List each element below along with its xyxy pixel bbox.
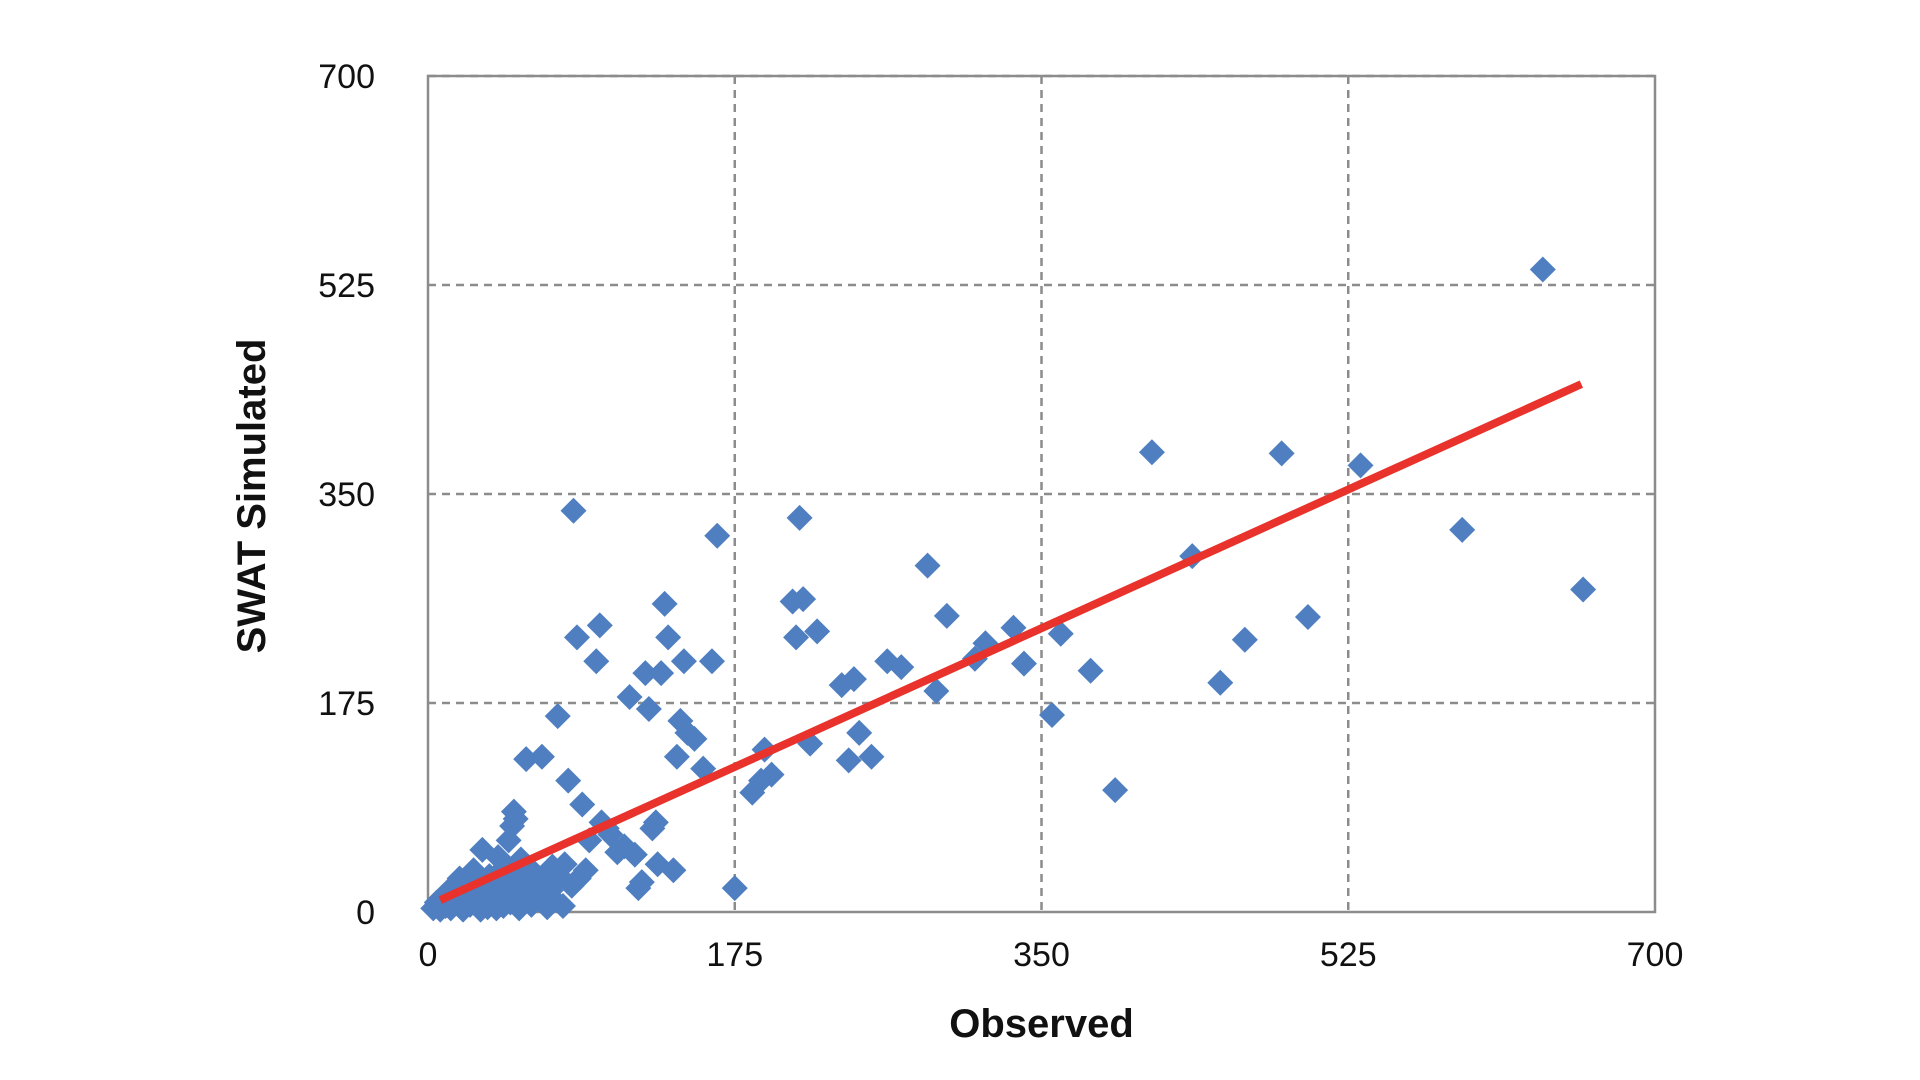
data-point xyxy=(663,743,690,770)
data-point xyxy=(1010,650,1037,677)
data-point xyxy=(1207,669,1234,696)
data-point xyxy=(648,660,675,687)
data-point xyxy=(835,747,862,774)
data-point xyxy=(858,743,885,770)
data-point xyxy=(616,684,643,711)
trendline xyxy=(438,380,1584,904)
data-point xyxy=(721,875,748,902)
data-point xyxy=(635,695,662,722)
data-point xyxy=(549,893,576,920)
x-tick-label: 175 xyxy=(706,936,763,974)
data-point xyxy=(704,522,731,549)
data-point xyxy=(655,624,682,651)
data-point xyxy=(846,719,873,746)
data-point xyxy=(651,590,678,617)
data-point xyxy=(888,654,915,681)
data-point xyxy=(544,703,571,730)
y-tick-label: 525 xyxy=(318,267,375,305)
data-point xyxy=(563,624,590,651)
data-point xyxy=(551,851,578,878)
data-point xyxy=(1294,604,1321,631)
data-point xyxy=(1570,576,1597,603)
y-axis-title: SWAT Simulated xyxy=(230,339,274,654)
x-tick-label: 0 xyxy=(419,936,438,974)
data-point xyxy=(1347,452,1374,479)
data-point xyxy=(1047,620,1074,647)
data-point xyxy=(783,624,810,651)
data-point xyxy=(555,767,582,794)
grid-lines xyxy=(428,74,1655,912)
data-point xyxy=(790,586,817,613)
data-point xyxy=(914,552,941,579)
x-tick-label: 700 xyxy=(1627,936,1684,974)
data-point xyxy=(502,805,529,832)
data-point xyxy=(513,746,540,773)
data-point xyxy=(1529,256,1556,283)
data-point xyxy=(681,725,708,752)
data-point xyxy=(923,678,950,705)
data-point xyxy=(1102,777,1129,804)
x-axis-tick-labels: 0 175 350 525 700 xyxy=(419,936,1684,974)
y-tick-label: 0 xyxy=(356,894,375,932)
x-tick-label: 525 xyxy=(1320,936,1377,974)
data-point xyxy=(621,841,648,868)
data-point xyxy=(1138,439,1165,466)
data-point xyxy=(572,857,599,884)
data-point xyxy=(569,791,596,818)
data-point xyxy=(758,761,785,788)
data-point xyxy=(560,497,587,524)
x-tick-label: 350 xyxy=(1013,936,1070,974)
data-point xyxy=(804,618,831,645)
data-point xyxy=(670,648,697,675)
data-point xyxy=(698,648,725,675)
data-point xyxy=(628,869,655,896)
data-point xyxy=(1039,701,1066,728)
data-point xyxy=(583,648,610,675)
data-point xyxy=(1268,440,1295,467)
x-axis-title: Observed xyxy=(949,1002,1134,1046)
plot-area-frame xyxy=(426,74,1657,914)
data-point xyxy=(933,602,960,629)
data-point xyxy=(1000,614,1027,641)
data-point xyxy=(493,877,520,904)
data-point xyxy=(786,504,813,531)
data-point xyxy=(1231,626,1258,653)
data-point xyxy=(1449,516,1476,543)
y-tick-label: 175 xyxy=(318,685,375,723)
data-points xyxy=(420,256,1597,923)
y-axis-tick-labels: 0 175 350 525 700 xyxy=(318,58,375,932)
data-point xyxy=(660,857,687,884)
data-point xyxy=(586,612,613,639)
y-tick-label: 350 xyxy=(318,476,375,514)
data-point xyxy=(642,809,669,836)
y-tick-label: 700 xyxy=(318,58,375,96)
data-point xyxy=(632,660,659,687)
data-point xyxy=(1077,657,1104,684)
data-point xyxy=(840,666,867,693)
data-point xyxy=(528,743,555,770)
